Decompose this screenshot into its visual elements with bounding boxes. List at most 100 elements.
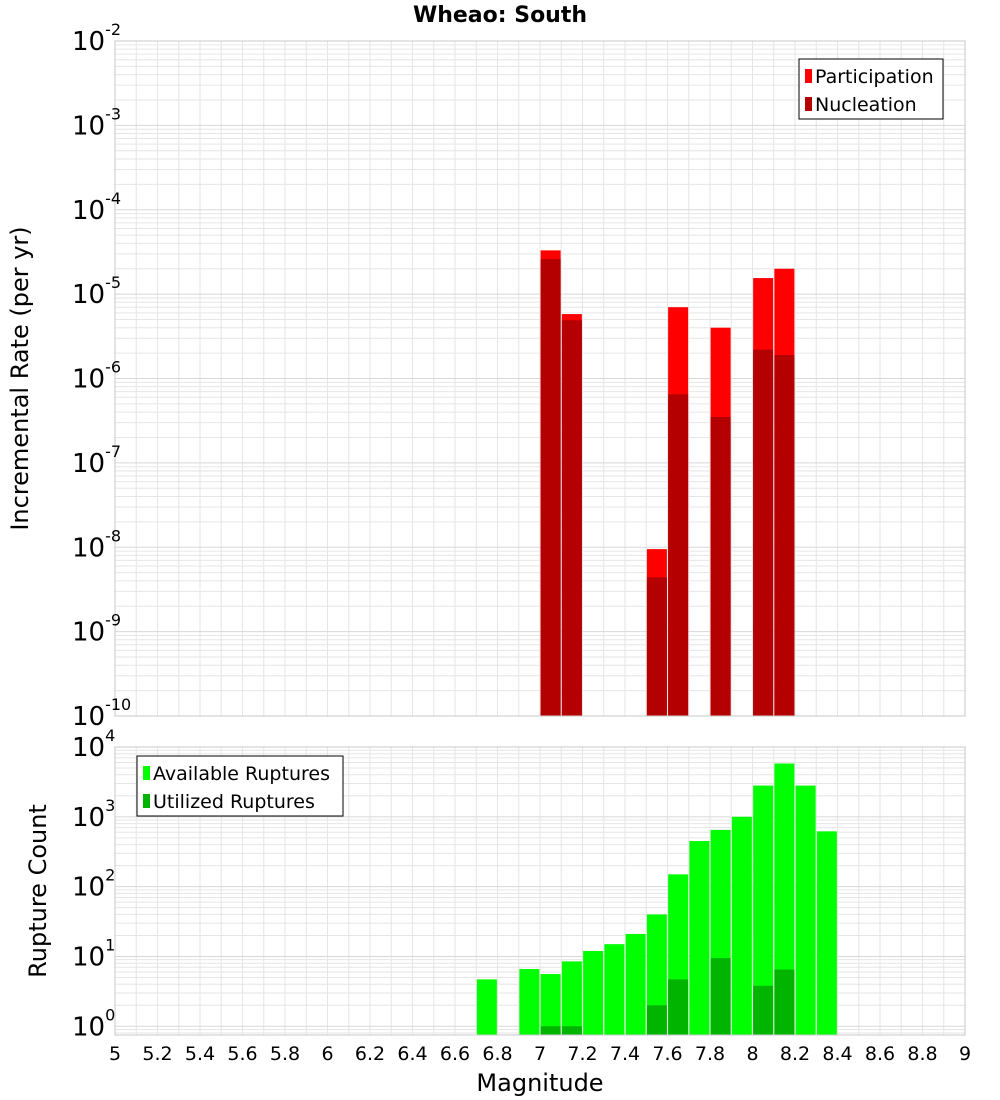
available-ruptures-bar	[816, 831, 837, 1035]
y-tick-base: 10	[72, 702, 105, 732]
y-tick-label: 10-5	[72, 273, 121, 310]
x-tick-label: 6.4	[397, 1043, 427, 1065]
utilized-ruptures-bars	[540, 958, 795, 1035]
y-tick-base: 10	[72, 111, 105, 141]
bottom-legend: Available Ruptures Utilized Ruptures	[136, 755, 344, 817]
top-legend: Participation Nucleation	[798, 58, 944, 120]
y-tick-label: 10-8	[72, 526, 121, 563]
nucleation-bar	[668, 394, 689, 716]
legend-swatch	[143, 794, 150, 808]
top-panel-frame	[114, 40, 966, 717]
y-tick-base: 10	[72, 533, 105, 563]
x-tick-label: 8	[746, 1043, 758, 1065]
y-tick-exponent: -3	[105, 104, 121, 123]
y-tick-label: 10-2	[72, 20, 121, 57]
available-ruptures-bar	[774, 763, 795, 1035]
utilized-ruptures-bar	[540, 1026, 561, 1035]
y-tick-exponent: -10	[105, 695, 131, 714]
y-tick-base: 10	[72, 733, 105, 763]
available-ruptures-bar	[625, 933, 646, 1035]
y-tick-exponent: 2	[105, 866, 115, 885]
available-ruptures-bar	[583, 950, 604, 1035]
y-tick-label: 103	[72, 796, 115, 833]
x-tick-label: 8.6	[865, 1043, 895, 1065]
y-tick-label: 10-10	[72, 695, 131, 732]
y-tick-exponent: 1	[105, 935, 115, 954]
available-ruptures-bar	[731, 816, 752, 1035]
bottom-y-axis-label: Rupture Count	[24, 804, 52, 978]
x-tick-label: 7.2	[567, 1043, 597, 1065]
x-tick-label: 6.8	[482, 1043, 512, 1065]
x-tick-label: 5.4	[185, 1043, 215, 1065]
x-tick-labels: 5 5.2 5.4 5.6 5.8 6 6.2 6.4 6.6 6.8 7 7.2 7.4 7.6 7.8 8…	[109, 1043, 971, 1065]
y-tick-base: 10	[72, 618, 105, 648]
x-tick-label: 6.2	[355, 1043, 385, 1065]
x-tick-label: 7	[534, 1043, 546, 1065]
y-tick-exponent: -8	[105, 526, 121, 545]
y-tick-exponent: -4	[105, 189, 121, 208]
available-ruptures-bar	[604, 944, 625, 1035]
nucleation-bar	[710, 416, 731, 716]
x-tick-label: 7.4	[610, 1043, 640, 1065]
available-ruptures-bar	[795, 785, 816, 1035]
y-tick-exponent: 0	[105, 1005, 115, 1024]
utilized-ruptures-bar	[668, 979, 689, 1035]
x-tick-label: 5.8	[270, 1043, 300, 1065]
utilized-ruptures-bar	[774, 969, 795, 1035]
y-tick-label: 10-7	[72, 442, 121, 479]
legend-swatch	[143, 766, 150, 780]
x-tick-label: 8.2	[780, 1043, 810, 1065]
y-tick-label: 10-3	[72, 104, 121, 141]
legend-label: Nucleation	[815, 94, 917, 116]
x-tick-label: 5.2	[142, 1043, 172, 1065]
y-tick-base: 10	[72, 27, 105, 57]
nucleation-bar	[561, 320, 582, 716]
legend-swatch	[805, 69, 812, 83]
legend-label: Available Ruptures	[153, 763, 330, 785]
y-tick-base: 10	[72, 873, 105, 903]
top-y-axis-label: Incremental Rate (per yr)	[6, 226, 34, 530]
legend-label: Participation	[815, 66, 934, 88]
y-tick-exponent: -2	[105, 20, 121, 39]
chart-title: Wheao: South	[413, 3, 587, 28]
x-tick-label: 8.8	[907, 1043, 937, 1065]
y-tick-label: 10-6	[72, 358, 121, 395]
y-tick-exponent: -7	[105, 442, 121, 461]
y-tick-base: 10	[72, 449, 105, 479]
nucleation-bars	[540, 259, 795, 716]
legend-swatch	[805, 97, 812, 111]
utilized-ruptures-bar	[753, 985, 774, 1035]
legend-box	[136, 755, 344, 817]
utilized-ruptures-bar	[561, 1026, 582, 1035]
bottom-panel-frame	[114, 746, 966, 1036]
x-tick-label: 7.6	[652, 1043, 682, 1065]
y-tick-label: 104	[72, 726, 115, 763]
y-tick-exponent: 3	[105, 796, 115, 815]
legend-box	[798, 58, 944, 120]
nucleation-bar	[646, 577, 667, 716]
x-tick-label: 7.8	[695, 1043, 725, 1065]
y-tick-label: 10-9	[72, 611, 121, 648]
y-tick-label: 100	[72, 1005, 115, 1042]
y-tick-base: 10	[72, 280, 105, 310]
y-tick-exponent: -5	[105, 273, 121, 292]
available-ruptures-bar	[540, 974, 561, 1035]
y-tick-label: 101	[72, 935, 115, 972]
y-tick-base: 10	[72, 1012, 105, 1042]
available-ruptures-bar	[646, 914, 667, 1035]
available-ruptures-bar	[689, 841, 710, 1035]
x-tick-label: 9	[959, 1043, 971, 1065]
y-tick-exponent: -6	[105, 358, 121, 377]
nucleation-bar	[540, 259, 561, 716]
y-tick-base: 10	[72, 803, 105, 833]
x-tick-label: 5.6	[227, 1043, 257, 1065]
y-tick-label: 102	[72, 866, 115, 903]
available-ruptures-bar	[519, 969, 540, 1035]
available-ruptures-bar	[476, 979, 497, 1035]
y-tick-base: 10	[72, 365, 105, 395]
y-tick-base: 10	[72, 942, 105, 972]
